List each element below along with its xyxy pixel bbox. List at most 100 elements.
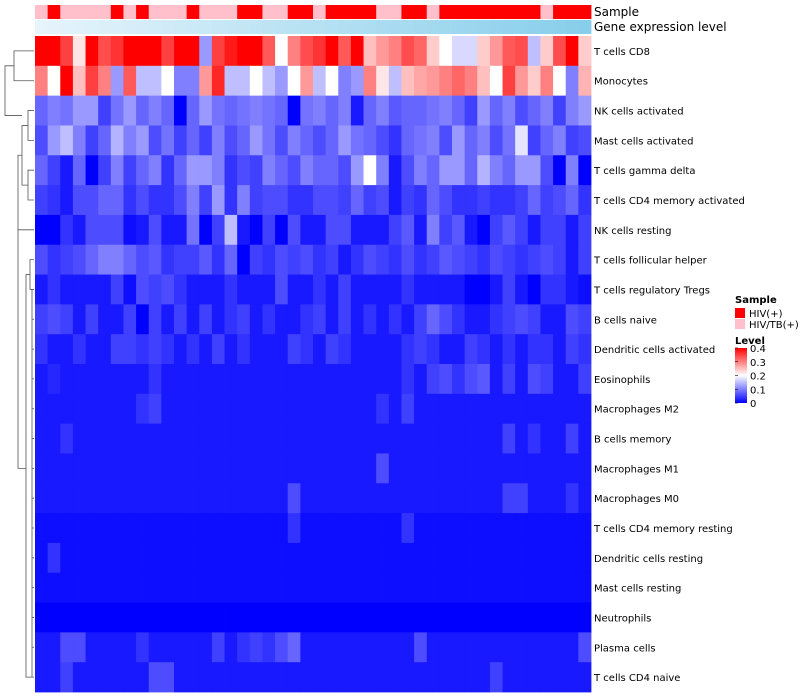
- row-label: T cells CD8: [593, 47, 650, 58]
- heatmap-cell: [376, 95, 390, 126]
- heatmap-cell: [439, 393, 453, 425]
- heatmap-cell: [477, 393, 491, 425]
- heatmap-cell: [376, 602, 390, 633]
- heatmap-cell: [85, 334, 99, 365]
- heatmap-cell: [565, 155, 579, 186]
- heatmap-cell: [477, 572, 491, 603]
- heatmap-cell: [401, 125, 415, 156]
- heatmap-cell: [489, 214, 503, 246]
- heatmap-cell: [275, 334, 289, 365]
- heatmap-cell: [186, 334, 200, 365]
- heatmap-cell: [287, 513, 301, 544]
- heatmap-cell: [211, 662, 225, 693]
- heatmap-cell: [565, 65, 579, 97]
- heatmap-cell: [161, 65, 175, 97]
- heatmap-cell: [199, 334, 213, 365]
- heatmap-cell: [224, 125, 238, 156]
- heatmap-cell: [211, 513, 225, 544]
- heatmap-cell: [174, 125, 188, 156]
- heatmap-cell: [325, 542, 339, 574]
- heatmap-cell: [489, 185, 503, 216]
- heatmap-cell: [287, 214, 301, 246]
- heatmap-cell: [477, 304, 491, 335]
- heatmap-cell: [262, 155, 276, 186]
- heatmap-cell: [313, 423, 327, 454]
- heatmap-cell: [98, 125, 112, 156]
- heatmap-cell: [161, 244, 175, 275]
- heatmap-cell: [565, 214, 579, 246]
- heatmap-cell: [363, 542, 377, 574]
- heatmap-cell: [148, 572, 162, 603]
- heatmap-cell: [98, 542, 112, 574]
- legend-swatch-hiv: [735, 308, 745, 318]
- heatmap-cell: [275, 304, 289, 335]
- heatmap-cell: [161, 185, 175, 216]
- heatmap-cell: [60, 572, 74, 603]
- heatmap-cell: [60, 65, 74, 97]
- heatmap-cell: [123, 602, 137, 633]
- heatmap-cell: [60, 95, 74, 126]
- sample-annotation-cell: [515, 5, 529, 19]
- heatmap-cell: [376, 244, 390, 275]
- heatmap-cell: [489, 453, 503, 484]
- heatmap-cell: [275, 632, 289, 663]
- heatmap-cell: [199, 125, 213, 156]
- heatmap-cell: [174, 453, 188, 484]
- heatmap-cell: [540, 662, 554, 693]
- heatmap-cell: [515, 155, 529, 186]
- heatmap-cell: [287, 393, 301, 425]
- heatmap-cell: [35, 125, 49, 156]
- heatmap-cell: [249, 155, 263, 186]
- heatmap-cell: [515, 602, 529, 633]
- heatmap-cell: [313, 393, 327, 425]
- heatmap-cell: [47, 36, 61, 67]
- heatmap-cell: [47, 602, 61, 633]
- heatmap-cell: [527, 483, 541, 514]
- heatmap-cell: [249, 453, 263, 484]
- sample-annotation-cell: [249, 5, 263, 19]
- heatmap-cell: [110, 513, 124, 544]
- expression-annotation-cell: [174, 20, 188, 34]
- heatmap-cell: [565, 632, 579, 663]
- heatmap-cell: [186, 214, 200, 246]
- heatmap-cell: [338, 423, 352, 454]
- sample-annotation-cell: [376, 5, 390, 19]
- heatmap-cell: [85, 483, 99, 514]
- heatmap-cell: [578, 244, 592, 275]
- heatmap-cell: [199, 185, 213, 216]
- heatmap-cell: [477, 185, 491, 216]
- heatmap-cell: [426, 364, 440, 395]
- heatmap-cell: [414, 125, 428, 156]
- heatmap-cell: [527, 274, 541, 305]
- heatmap-cell: [439, 542, 453, 574]
- heatmap-cell: [414, 483, 428, 514]
- heatmap-cell: [148, 125, 162, 156]
- heatmap-cell: [211, 483, 225, 514]
- heatmap-cell: [452, 125, 466, 156]
- heatmap-cell: [363, 36, 377, 67]
- legend-label-hiv: HIV(+): [749, 309, 783, 320]
- heatmap-cell: [553, 36, 567, 67]
- heatmap-cell: [489, 244, 503, 275]
- heatmap-cell: [439, 125, 453, 156]
- heatmap-cell: [313, 274, 327, 305]
- heatmap-cell: [527, 304, 541, 335]
- heatmap-cell: [161, 334, 175, 365]
- heatmap-cell: [439, 632, 453, 663]
- heatmap-cell: [578, 304, 592, 335]
- heatmap-cell: [350, 214, 364, 246]
- dendrogram-branch: [31, 289, 34, 320]
- heatmap-cell: [565, 662, 579, 693]
- heatmap-cell: [464, 483, 478, 514]
- heatmap-cell: [275, 244, 289, 275]
- heatmap-cell: [578, 274, 592, 305]
- heatmap-cell: [477, 334, 491, 365]
- heatmap-cell: [578, 364, 592, 395]
- heatmap-cell: [350, 483, 364, 514]
- heatmap-cell: [426, 453, 440, 484]
- heatmap-cell: [464, 304, 478, 335]
- heatmap-cell: [388, 632, 402, 663]
- row-label: Macrophages M0: [594, 494, 679, 505]
- heatmap-cell: [401, 542, 415, 574]
- heatmap-cell: [363, 662, 377, 693]
